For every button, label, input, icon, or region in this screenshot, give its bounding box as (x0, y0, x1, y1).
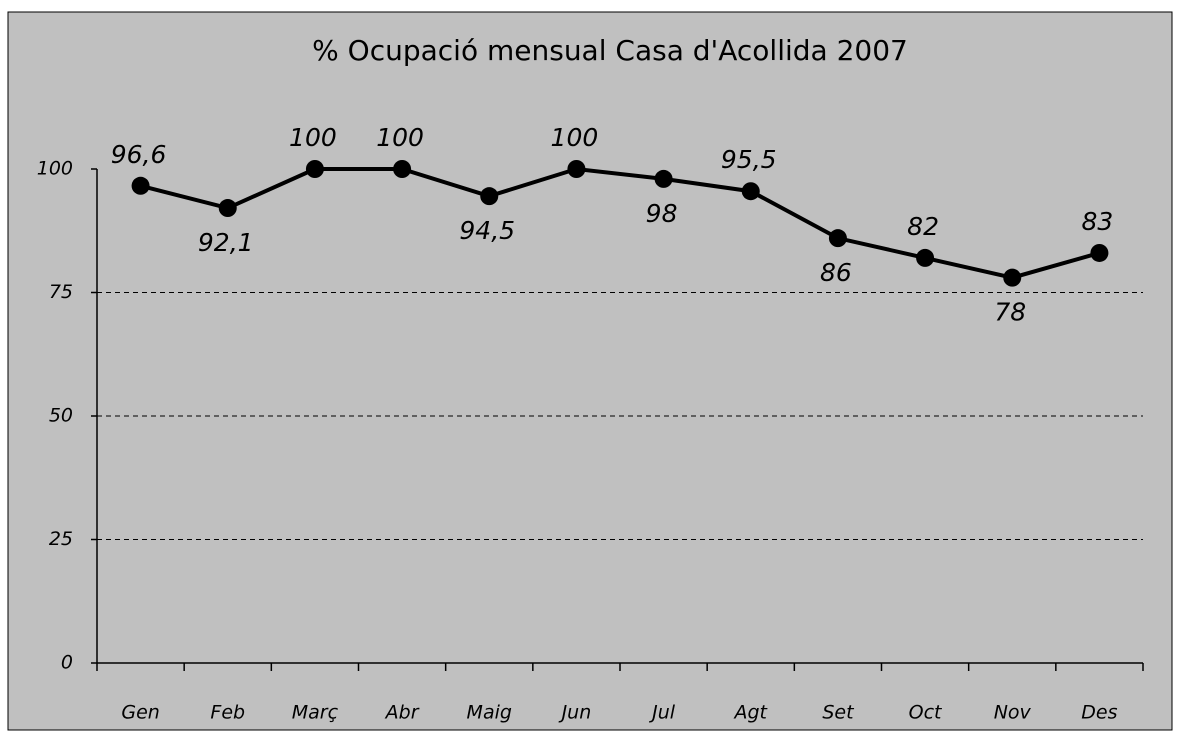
x-tick-label: Oct (909, 702, 943, 724)
data-point (1003, 268, 1022, 287)
data-point (828, 229, 847, 248)
data-label: 100 (289, 123, 337, 152)
data-label: 100 (551, 123, 599, 152)
data-point (916, 248, 935, 267)
data-point (654, 169, 673, 188)
data-label: 96,6 (111, 140, 167, 169)
y-tick-label: 50 (49, 405, 73, 427)
data-label: 86 (820, 258, 852, 287)
data-label: 94,5 (459, 216, 515, 245)
data-label: 92,1 (198, 228, 254, 257)
data-label: 83 (1082, 207, 1114, 236)
y-tick-label: 100 (37, 158, 73, 180)
y-tick-label: 75 (49, 281, 73, 303)
x-tick-label: Des (1081, 702, 1117, 724)
y-tick-label: 25 (49, 528, 73, 550)
x-tick-label: Nov (994, 702, 1032, 724)
data-point (131, 176, 150, 195)
data-point (480, 187, 499, 206)
line-series (140, 166, 1100, 280)
data-label: 98 (646, 199, 678, 228)
x-tick-label: Jul (648, 702, 676, 724)
x-tick-label: Maig (467, 702, 512, 724)
chart-panel (7, 11, 1173, 731)
data-label: 100 (376, 123, 424, 152)
x-tick-label: Abr (384, 702, 420, 724)
data-point (567, 160, 586, 178)
data-point (1090, 243, 1109, 262)
x-tick-label: Feb (210, 702, 245, 724)
y-tick-label: 0 (61, 652, 73, 674)
data-point (741, 182, 760, 201)
x-tick-label: Gen (121, 702, 159, 724)
data-point (305, 160, 324, 178)
data-point (218, 199, 237, 218)
data-point (393, 160, 412, 178)
chart-title: % Ocupació mensual Casa d'Acollida 2007 (312, 34, 908, 67)
data-label: 95,5 (721, 145, 777, 174)
x-tick-label: Jun (558, 702, 592, 724)
x-tick-label: Set (822, 702, 855, 724)
x-tick-label: Agt (732, 702, 768, 724)
data-label: 82 (907, 212, 939, 241)
data-label: 78 (994, 298, 1026, 327)
x-tick-label: Març (292, 702, 339, 724)
